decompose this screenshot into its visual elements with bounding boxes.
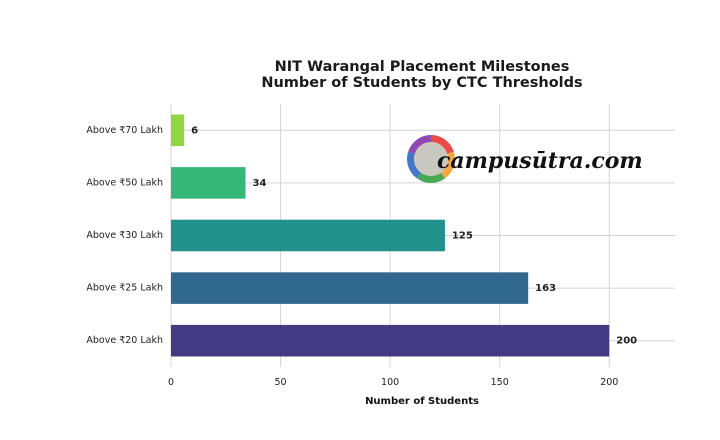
y-tick-label: Above ₹25 Lakh — [86, 283, 163, 294]
watermark-text: campusūtra.com — [437, 148, 643, 174]
y-tick-label: Above ₹70 Lakh — [86, 125, 163, 136]
logo-ring-segment — [431, 135, 454, 154]
bars — [171, 114, 610, 357]
logo-ring-segment — [407, 151, 422, 179]
logo-ring-icon — [407, 135, 455, 184]
x-tick-label: 100 — [381, 377, 399, 388]
bar — [171, 114, 185, 147]
x-tick-label: 200 — [600, 377, 618, 388]
y-tick-label: Above ₹50 Lakh — [86, 177, 163, 188]
x-axis-label: Number of Students — [365, 396, 479, 407]
logo-ring-segment — [440, 151, 455, 179]
bar — [171, 167, 246, 199]
logo-ring-segment — [408, 135, 431, 154]
x-tick-label: 150 — [491, 377, 509, 388]
y-tick-label: Above ₹30 Lakh — [86, 230, 163, 241]
bar — [171, 219, 445, 252]
bar-value-label: 200 — [616, 336, 637, 347]
chart-title: NIT Warangal Placement Milestones — [275, 59, 570, 75]
chart-subtitle: Number of Students by CTC Thresholds — [261, 75, 582, 91]
x-tick-label: 50 — [275, 377, 287, 388]
x-tick-label: 0 — [168, 377, 174, 388]
bar-value-label: 6 — [191, 125, 198, 136]
data-labels: 200 163 125 34 6 — [191, 125, 637, 346]
logo-center — [414, 142, 448, 176]
bar — [171, 272, 529, 304]
x-tick-labels: 0 50 100 150 200 — [168, 377, 618, 388]
campusutra-watermark-logo: campusūtra.com — [407, 135, 643, 184]
bar-value-label: 163 — [535, 283, 556, 294]
bar — [171, 324, 610, 357]
y-tick-labels: Above ₹20 Lakh Above ₹25 Lakh Above ₹30 La… — [86, 125, 163, 346]
y-tick-label: Above ₹20 Lakh — [86, 335, 163, 346]
bar-value-label: 34 — [253, 178, 267, 189]
logo-ring-segment — [416, 172, 446, 184]
bar-value-label: 125 — [452, 231, 473, 242]
